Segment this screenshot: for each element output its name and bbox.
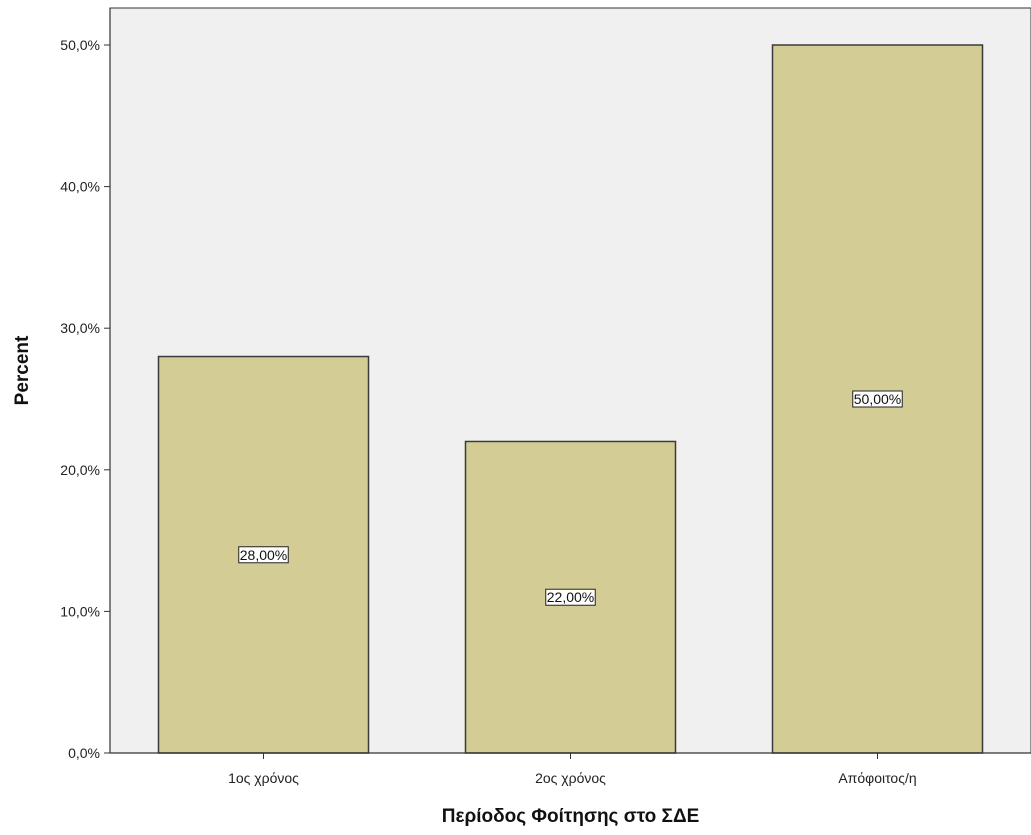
data-labels: 28,00% 22,00% 50,00%	[238, 390, 903, 606]
y-axis-ticks: 0,0% 10,0% 20,0% 30,0% 40,0% 50,0%	[60, 37, 110, 761]
data-label-text: 28,00%	[240, 547, 287, 563]
x-tick-label: 1ος χρόνος	[228, 770, 299, 786]
y-tick-label: 50,0%	[60, 37, 100, 53]
y-axis-title: Percent	[12, 335, 33, 405]
y-tick-label: 30,0%	[60, 320, 100, 336]
data-label-box	[852, 390, 903, 408]
x-axis-title: Περίοδος Φοίτησης στο ΣΔΕ	[442, 806, 700, 827]
data-label-box	[545, 588, 596, 606]
x-tick-label: 2ος χρόνος	[535, 770, 606, 786]
x-axis-ticks: 1ος χρόνος 2ος χρόνος Απόφοιτος/η	[228, 753, 917, 786]
data-label-2: 22,00%	[545, 588, 596, 606]
data-label-text: 50,00%	[854, 391, 901, 407]
data-label-box	[238, 546, 289, 564]
data-label-1: 28,00%	[238, 546, 289, 564]
y-tick-label: 20,0%	[60, 462, 100, 478]
data-label-text: 22,00%	[547, 589, 594, 605]
y-tick-label: 0,0%	[68, 745, 100, 761]
y-tick-label: 10,0%	[60, 603, 100, 619]
data-label-3: 50,00%	[852, 390, 903, 408]
x-tick-label: Απόφοιτος/η	[838, 770, 916, 786]
y-tick-label: 40,0%	[60, 179, 100, 195]
